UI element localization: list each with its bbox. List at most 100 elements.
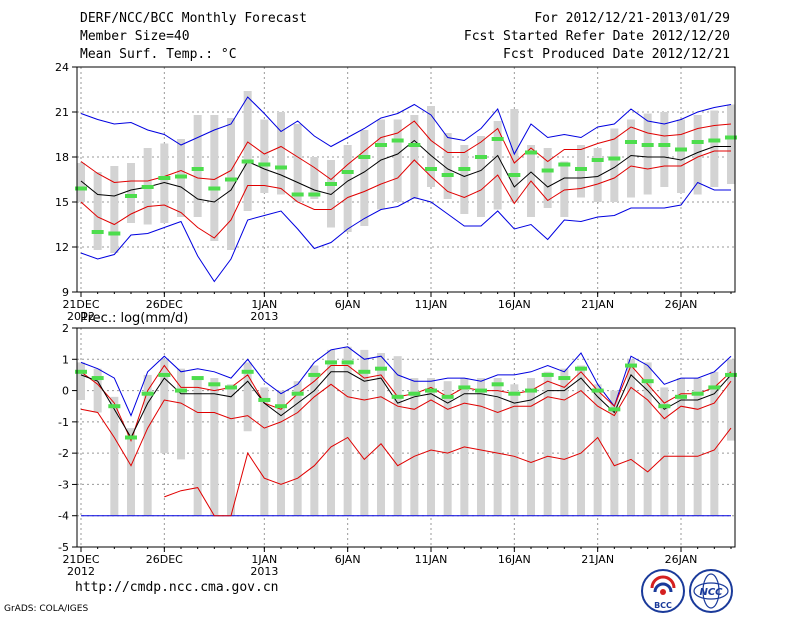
median-marker — [458, 167, 471, 171]
x-tick-year-label: 2012 — [67, 310, 95, 323]
median-marker — [575, 366, 587, 371]
median-marker — [175, 174, 187, 179]
median-marker — [725, 372, 737, 377]
low-line — [164, 427, 732, 517]
ensemble-box — [327, 349, 335, 516]
ensemble-box — [660, 387, 669, 516]
forecast-started-date: Fcst Started Refer Date 2012/12/20 — [463, 29, 730, 44]
grads-credit: GrADS: COLA/IGES — [4, 604, 89, 614]
upper-envelope-line — [80, 120, 732, 184]
median-marker — [708, 385, 721, 390]
median-marker — [591, 158, 604, 162]
median-marker — [275, 165, 287, 170]
x-tick-label: 21DEC — [62, 298, 99, 311]
x-tick-label: 26DEC — [146, 298, 183, 311]
ensemble-box — [227, 118, 235, 250]
ensemble-box — [610, 128, 619, 202]
min-line — [80, 181, 731, 283]
ensemble-box — [410, 378, 419, 516]
ensemble-box — [627, 359, 635, 516]
median-marker — [725, 135, 737, 140]
ensemble-box — [193, 115, 202, 217]
x-tick-year-label: 2012 — [67, 565, 95, 578]
median-marker — [158, 176, 171, 180]
ensemble-box — [77, 163, 85, 202]
x-tick-year-label: 2013 — [250, 310, 278, 323]
ensemble-box — [393, 356, 402, 516]
ensemble-box — [443, 133, 452, 199]
median-marker — [191, 167, 204, 171]
ensemble-box — [543, 371, 552, 516]
ensemble-box — [427, 378, 435, 516]
median-marker — [425, 388, 437, 393]
x-tick-label: 1JAN — [251, 553, 277, 566]
ensemble-box — [377, 119, 385, 210]
median-marker — [691, 391, 704, 396]
median-marker — [475, 388, 487, 393]
median-marker — [491, 137, 504, 141]
median-marker — [641, 379, 654, 384]
ensemble-box — [243, 91, 252, 211]
median-marker — [241, 159, 254, 164]
ncc-logo: NCC — [689, 569, 733, 613]
median-marker — [225, 385, 237, 390]
x-tick-label: 26DEC — [146, 553, 183, 566]
median-marker — [508, 391, 521, 396]
variable-label: Mean Surf. Temp.: °C — [80, 47, 237, 62]
median-marker — [658, 404, 671, 409]
y-tick-label: 15 — [55, 196, 69, 209]
median-marker — [458, 385, 471, 390]
ensemble-box — [493, 121, 502, 210]
median-marker — [225, 177, 237, 182]
ensemble-box — [227, 384, 235, 516]
median-marker — [625, 363, 637, 368]
ensemble-box — [727, 104, 735, 184]
ensemble-box — [93, 368, 102, 413]
y-tick-label: 12 — [55, 241, 69, 254]
ensemble-box — [477, 136, 485, 217]
bcc-logo: BCC — [641, 569, 685, 613]
ensemble-box — [293, 381, 302, 516]
y-tick-label: 0 — [62, 385, 69, 398]
ensemble-box — [143, 374, 152, 516]
ensemble-box — [577, 365, 585, 516]
ensemble-box — [593, 384, 602, 516]
ensemble-box — [360, 130, 369, 226]
median-marker — [525, 150, 537, 155]
upper-envelope-line — [80, 364, 732, 442]
source-url[interactable]: http://cmdp.ncc.cma.gov.cn — [75, 580, 279, 595]
ensemble-box — [427, 106, 435, 187]
median-marker — [258, 162, 271, 167]
ensemble-box — [543, 148, 552, 208]
x-tick-label: 21DEC — [62, 553, 99, 566]
ensemble-box — [110, 166, 119, 253]
median-marker — [375, 366, 387, 371]
median-marker — [575, 167, 587, 171]
mean-line — [80, 139, 731, 203]
median-marker — [308, 192, 321, 197]
median-marker — [358, 155, 371, 159]
ensemble-box — [677, 119, 685, 193]
ensemble-box — [243, 362, 252, 432]
ensemble-box — [277, 112, 285, 195]
y-tick-label: -3 — [58, 478, 69, 491]
median-marker — [125, 435, 137, 440]
median-marker — [558, 376, 571, 381]
ensemble-box — [193, 378, 202, 516]
ensemble-box — [310, 365, 319, 516]
median-marker — [108, 404, 121, 409]
y-tick-label: 24 — [55, 61, 69, 74]
ensemble-box — [293, 124, 302, 202]
median-marker — [325, 360, 337, 365]
ensemble-box — [510, 109, 519, 202]
ensemble-box — [377, 353, 385, 516]
y-tick-label: 9 — [62, 286, 69, 299]
forecast-produced-date: Fcst Produced Date 2012/12/21 — [503, 47, 730, 62]
median-marker — [275, 404, 287, 409]
median-marker — [208, 186, 221, 191]
bcc-logo-text: BCC — [654, 601, 672, 610]
ensemble-box — [260, 119, 269, 193]
median-marker — [291, 192, 304, 197]
median-marker — [341, 170, 354, 174]
